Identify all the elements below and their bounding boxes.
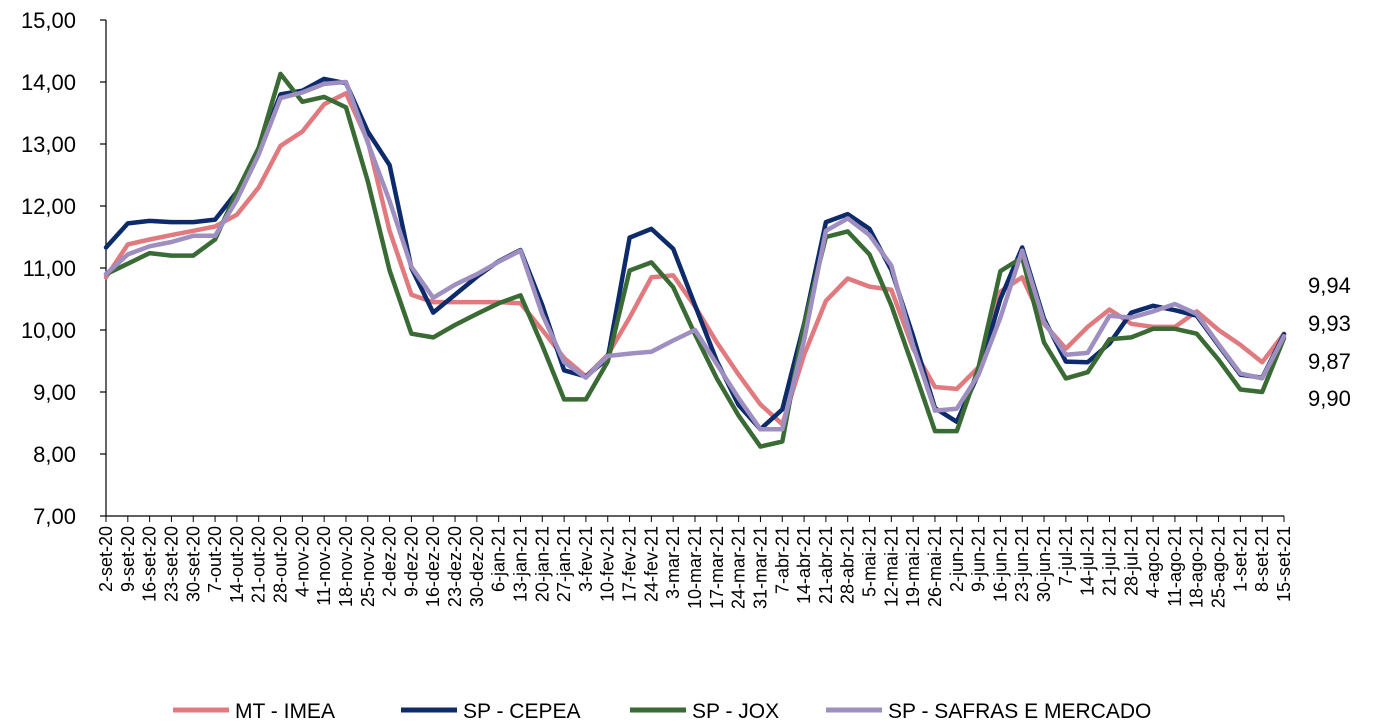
end-value-label: 9,94	[1308, 273, 1351, 298]
x-tick-label: 7-jul-21	[1056, 526, 1076, 586]
x-tick-label: 23-dez-20	[445, 526, 465, 607]
legend-label: SP - JOX	[692, 700, 779, 723]
x-tick-label: 2-set-20	[96, 526, 116, 592]
y-tick-label: 12,00	[21, 194, 76, 219]
x-tick-label: 24-mar-21	[729, 526, 749, 609]
series-lines	[103, 71, 1287, 449]
x-tick-label: 12-mai-21	[881, 526, 901, 607]
y-axis-ticks: 7,00 8,00 9,00 10,00 11,00 12,00 13,00 14,00 15,…	[21, 8, 106, 529]
x-tick-label: 21-out-20	[249, 526, 269, 603]
x-tick-label: 24-fev-21	[641, 526, 661, 602]
x-tick-label: 3-fev-21	[576, 526, 596, 592]
x-tick-label: 18-nov-20	[336, 526, 356, 607]
legend-label: SP - SAFRAS E MERCADO	[888, 700, 1151, 723]
series-line-3	[103, 71, 1287, 449]
y-tick-label: 14,00	[21, 70, 76, 95]
x-tick-label: 14-jul-21	[1078, 526, 1098, 596]
x-tick-label: 23-jun-21	[1012, 526, 1032, 602]
x-tick-label: 7-abr-21	[772, 526, 792, 594]
y-tick-label: 13,00	[21, 132, 76, 157]
legend-item: SP - JOX	[630, 700, 779, 723]
legend-item: MT - IMEA	[173, 700, 335, 723]
x-tick-label: 21-abr-21	[816, 526, 836, 604]
y-tick-label: 11,00	[23, 256, 76, 281]
end-value-label: 9,90	[1308, 386, 1351, 411]
y-tick-label: 9,00	[33, 380, 76, 405]
x-tick-label: 1-set-21	[1230, 526, 1250, 592]
x-tick-label: 14-abr-21	[794, 526, 814, 604]
series-line-1	[103, 90, 1287, 427]
legend-label: SP - CEPEA	[463, 700, 581, 723]
x-tick-label: 30-jun-21	[1034, 526, 1054, 602]
y-tick-label: 15,00	[21, 8, 76, 33]
legend: MT - IMEA SP - CEPEA SP - JOX SP - SAFRAS E…	[173, 700, 1151, 723]
x-tick-label: 14-out-20	[227, 526, 247, 603]
x-tick-label: 3-mar-21	[663, 526, 683, 599]
legend-item: SP - SAFRAS E MERCADO	[826, 700, 1151, 723]
x-tick-label: 6-jan-21	[489, 526, 509, 592]
x-tick-label: 31-mar-21	[750, 526, 770, 609]
x-tick-label: 30-dez-20	[467, 526, 487, 607]
x-tick-label: 9-set-20	[118, 526, 138, 592]
x-tick-label: 28-abr-21	[838, 526, 858, 604]
x-tick-label: 25-nov-20	[358, 526, 378, 607]
x-tick-label: 19-mai-21	[903, 526, 923, 607]
x-tick-label: 17-fev-21	[620, 526, 640, 602]
x-tick-label: 27-jan-21	[554, 526, 574, 602]
x-tick-label: 13-jan-21	[510, 526, 530, 602]
x-tick-label: 5-mai-21	[860, 526, 880, 597]
x-tick-label: 16-set-20	[140, 526, 160, 602]
x-tick-label: 2-dez-20	[380, 526, 400, 597]
x-tick-label: 10-fev-21	[598, 526, 618, 602]
x-tick-label: 9-dez-20	[401, 526, 421, 597]
x-tick-label: 4-nov-20	[292, 526, 312, 597]
x-tick-label: 25-ago-21	[1209, 526, 1229, 608]
x-tick-label: 7-out-20	[205, 526, 225, 593]
x-axis-ticks: 2-set-20 9-set-20 16-set-20 23-set-20 30-set…	[96, 516, 1294, 609]
x-tick-label: 28-jul-21	[1121, 526, 1141, 596]
x-tick-label: 26-mai-21	[925, 526, 945, 607]
x-tick-label: 11-ago-21	[1165, 526, 1185, 607]
x-tick-label: 28-out-20	[271, 526, 291, 603]
x-tick-label: 18-ago-21	[1187, 526, 1207, 608]
x-tick-label: 23-set-20	[161, 526, 181, 602]
y-tick-label: 10,00	[21, 318, 76, 343]
x-tick-label: 20-jan-21	[532, 526, 552, 602]
legend-item: SP - CEPEA	[401, 700, 581, 723]
y-tick-label: 7,00	[33, 504, 76, 529]
x-tick-label: 21-jul-21	[1099, 526, 1119, 596]
x-tick-label: 11-nov-20	[314, 526, 334, 606]
x-tick-label: 16-jun-21	[990, 526, 1010, 602]
end-value-labels: 9,94 9,93 9,87 9,90	[1308, 273, 1351, 411]
x-tick-label: 8-set-21	[1252, 526, 1272, 592]
x-tick-label: 10-mar-21	[685, 526, 705, 609]
y-tick-label: 8,00	[33, 442, 76, 467]
x-tick-label: 30-set-20	[183, 526, 203, 602]
end-value-label: 9,87	[1308, 349, 1351, 374]
x-tick-label: 9-jun-21	[969, 526, 989, 592]
x-tick-label: 4-ago-21	[1143, 526, 1163, 598]
x-tick-label: 17-mar-21	[707, 526, 727, 609]
legend-label: MT - IMEA	[235, 700, 335, 723]
series-line-4	[103, 79, 1287, 432]
x-tick-label: 15-set-21	[1274, 526, 1294, 602]
end-value-label: 9,93	[1308, 311, 1351, 336]
x-tick-label: 16-dez-20	[423, 526, 443, 607]
series-line-2	[103, 76, 1287, 432]
x-tick-label: 2-jun-21	[947, 526, 967, 592]
